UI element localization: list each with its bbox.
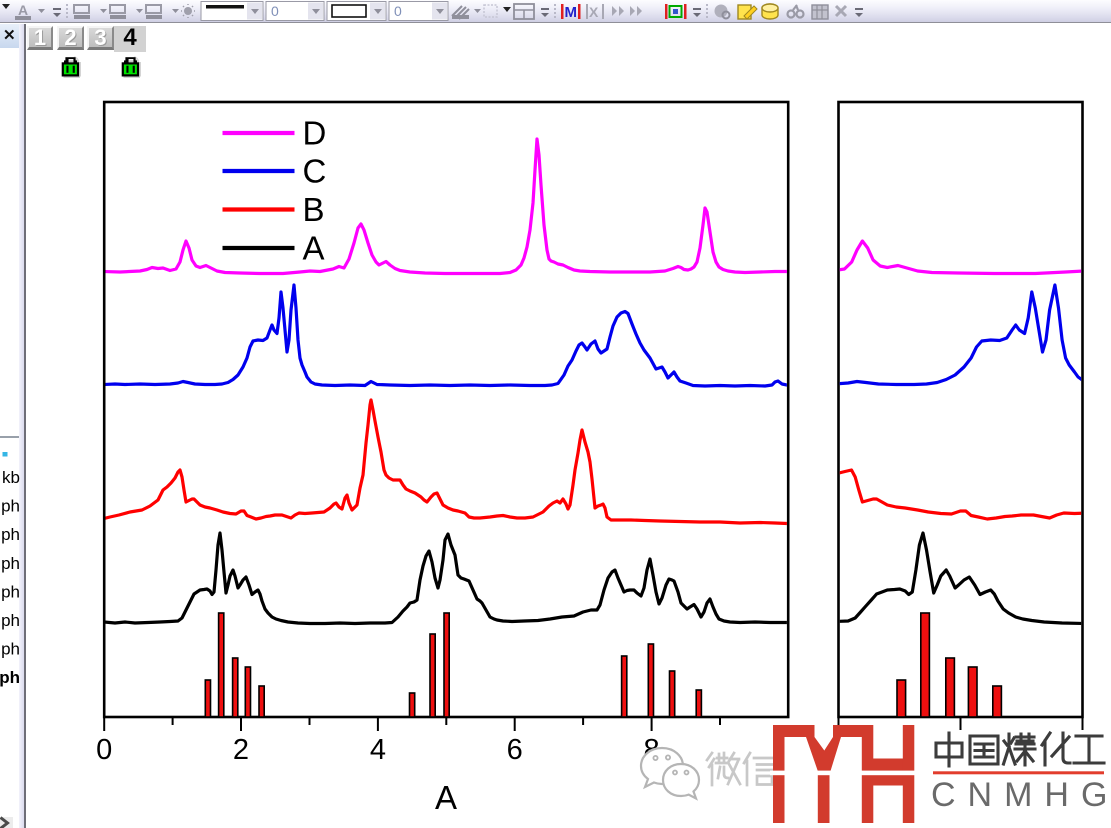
svg-text:A: A — [303, 230, 325, 267]
svg-text:0: 0 — [96, 734, 112, 766]
svg-text:X: X — [589, 4, 599, 20]
svg-text:ph: ph — [1, 554, 20, 573]
svg-text:CNMHG: CNMHG — [931, 776, 1111, 814]
svg-text:ph: ph — [1, 582, 20, 601]
svg-text:A: A — [435, 779, 457, 816]
svg-text:A: A — [18, 2, 28, 18]
svg-text:2: 2 — [233, 734, 249, 766]
svg-text:C: C — [303, 153, 327, 190]
svg-text:6: 6 — [507, 734, 523, 766]
svg-text:0: 0 — [271, 3, 279, 19]
svg-text:ph: ph — [0, 668, 20, 687]
svg-text:B: B — [303, 191, 325, 228]
svg-text:ph: ph — [1, 611, 20, 630]
svg-text:ph: ph — [1, 640, 20, 659]
svg-text:kb: kb — [2, 468, 20, 487]
svg-text:M: M — [565, 4, 578, 21]
svg-text:ph: ph — [1, 525, 20, 544]
svg-text:ph: ph — [1, 497, 20, 516]
svg-text:D: D — [303, 115, 327, 152]
svg-text:4: 4 — [370, 734, 386, 766]
svg-text:0: 0 — [394, 3, 402, 19]
